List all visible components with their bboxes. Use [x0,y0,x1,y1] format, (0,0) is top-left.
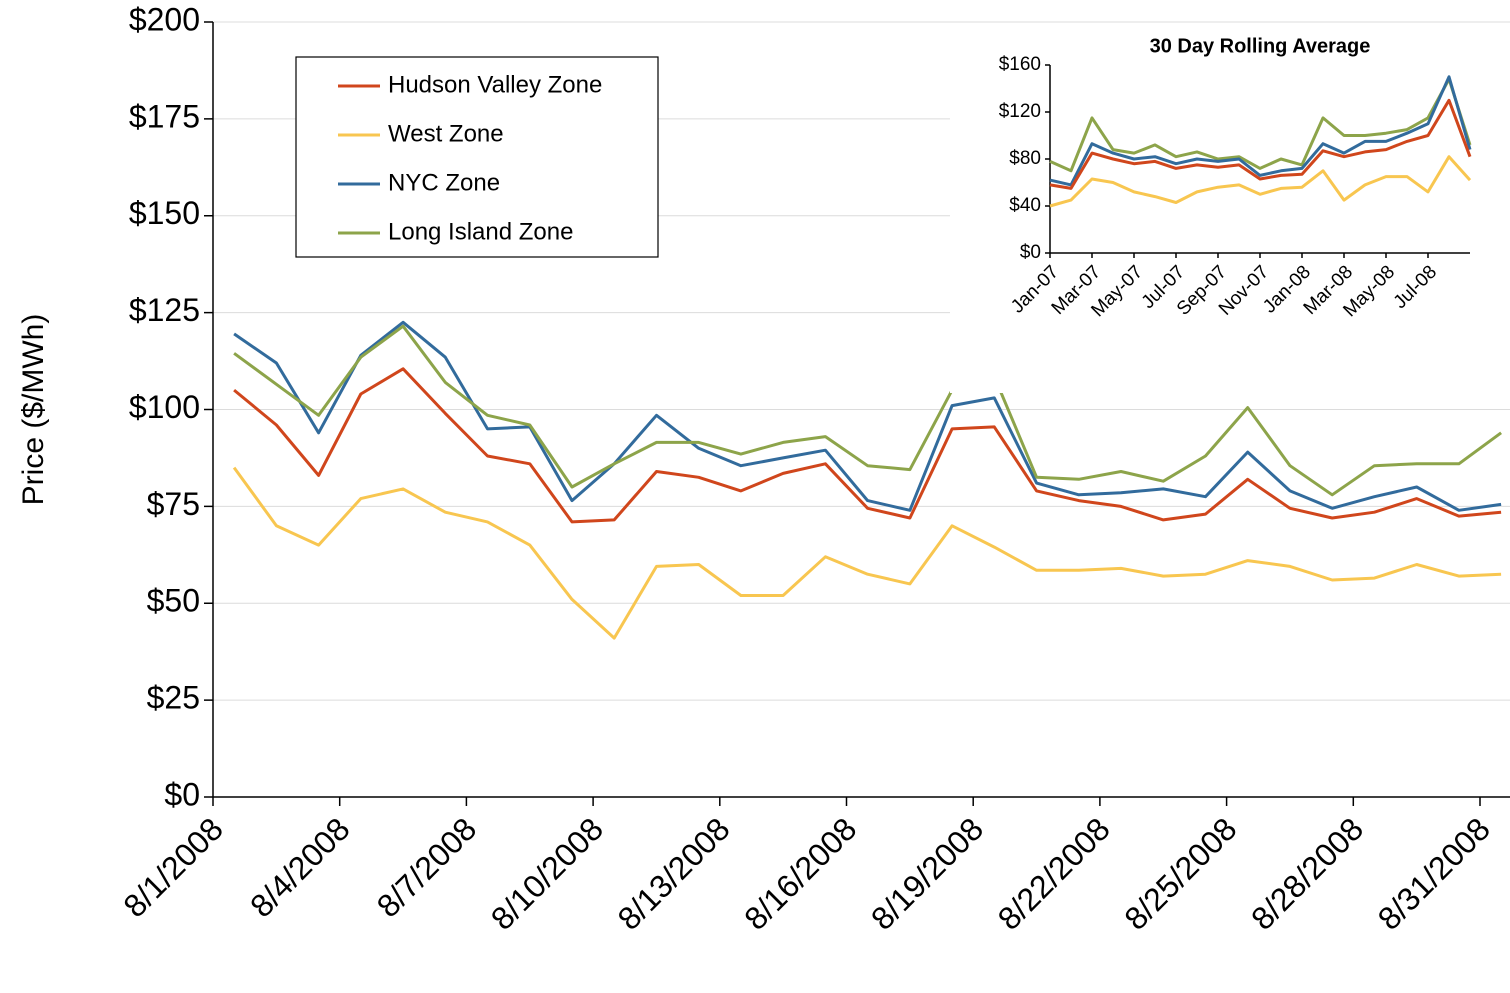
x-tick-label: 8/22/2008 [991,811,1117,937]
y-tick-label: $0 [164,776,200,812]
series-line [1049,155,1472,208]
y-tick-label: $160 [999,54,1041,75]
y-tick-label: $150 [129,195,200,231]
x-tick-label: 8/13/2008 [611,811,737,937]
x-tick-label: 8/1/2008 [116,811,230,925]
x-tick-label: 8/31/2008 [1371,811,1497,937]
x-tick-label: 8/4/2008 [243,811,357,925]
x-tick-label: 8/28/2008 [1244,811,1370,937]
y-tick-label: $200 [129,1,200,37]
y-tick-label: $75 [147,486,200,522]
y-axis-label: Price ($/MWh) [17,314,50,506]
series-line [233,367,1502,524]
legend-box [295,56,659,258]
legend-label: West Zone [388,120,504,147]
series-line [1049,75,1472,187]
inset-chart: $0$40$80$120$160Jan-07Mar-07May-07Jul-07… [950,25,1510,393]
legend-label: Long Island Zone [388,218,573,245]
chart-title: 30 Day Rolling Average [1150,35,1371,57]
y-tick-label: $0 [1020,242,1041,263]
y-tick-label: $125 [129,292,200,328]
y-tick-label: $100 [129,389,200,425]
x-tick-label: 8/25/2008 [1117,811,1243,937]
series-line [232,466,1502,640]
legend-label: Hudson Valley Zone [388,71,602,98]
series-line [233,320,1502,512]
inset-background [950,25,1510,393]
y-tick-label: $80 [1009,148,1041,169]
x-tick-label: 8/19/2008 [864,811,990,937]
series-line [233,324,1502,497]
y-tick-label: $120 [999,101,1041,122]
y-tick-label: $175 [129,98,200,134]
y-tick-label: $50 [147,583,200,619]
x-tick-label: 8/7/2008 [370,811,484,925]
legend-label: NYC Zone [388,169,500,196]
x-tick-label: 8/10/2008 [484,811,610,937]
series-line [1049,77,1472,173]
y-tick-label: $40 [1009,195,1041,216]
x-tick-label: 8/16/2008 [737,811,863,937]
y-tick-label: $25 [147,680,200,716]
series-line [1049,98,1472,190]
